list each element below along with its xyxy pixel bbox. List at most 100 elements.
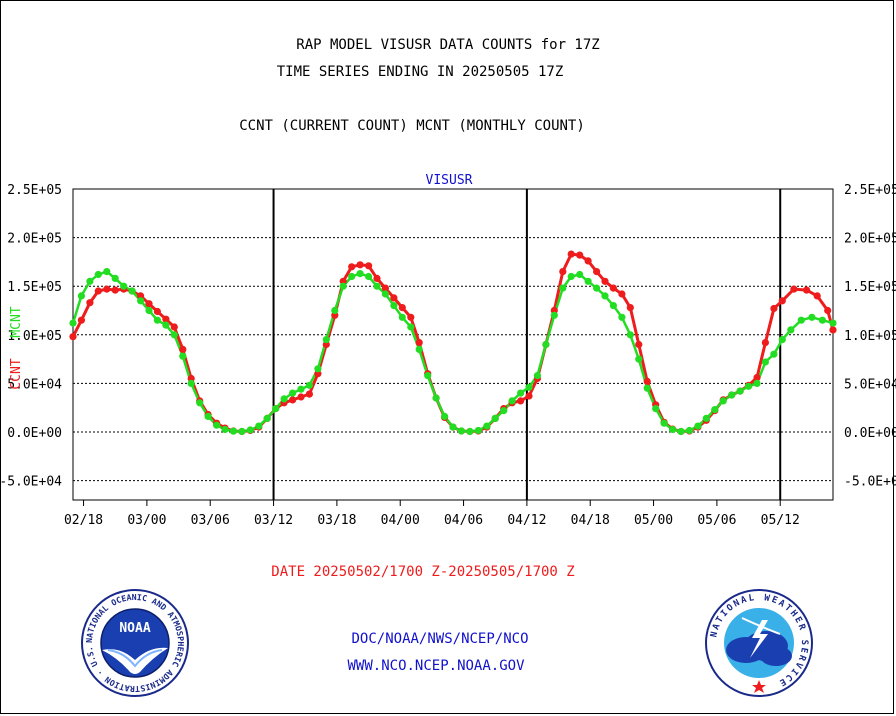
y-label-ccnt: CCNT: [9, 358, 24, 389]
point-mcnt-9: [145, 306, 153, 315]
point-ccnt-61: [584, 257, 592, 265]
point-ccnt-59: [567, 250, 575, 258]
point-mcnt-23: [263, 414, 271, 422]
point-ccnt-0: [69, 333, 77, 341]
point-mcnt-27: [297, 385, 305, 393]
point-mcnt-40: [407, 323, 415, 331]
point-mcnt-59: [567, 272, 575, 281]
point-mcnt-63: [601, 292, 609, 300]
point-ccnt-35: [365, 262, 373, 270]
y-label-mcnt: MCNT: [9, 306, 24, 337]
right-axis-label-5: 0.0E+00: [844, 426, 896, 441]
right-axis-label-0: 2.5E+05: [844, 183, 896, 198]
point-ccnt-58: [559, 268, 567, 276]
point-mcnt-5: [111, 274, 119, 282]
point-mcnt-78: [728, 391, 736, 399]
point-mcnt-30: [322, 336, 330, 344]
point-ccnt-85: [790, 285, 798, 293]
point-ccnt-64: [609, 284, 618, 292]
point-mcnt-55: [533, 372, 542, 380]
point-ccnt-27: [297, 393, 305, 401]
x-tick-label-11: 05/12: [761, 513, 800, 528]
point-mcnt-43: [432, 394, 440, 402]
point-mcnt-41: [415, 345, 423, 353]
point-ccnt-39: [398, 304, 406, 312]
right-axis-label-3: 1.0E+05: [844, 329, 896, 344]
point-mcnt-3: [94, 270, 102, 279]
x-tick-label-3: 03/12: [254, 513, 293, 528]
point-ccnt-89: [829, 326, 837, 334]
point-mcnt-34: [356, 270, 364, 278]
point-ccnt-28: [305, 390, 313, 398]
point-ccnt-84: [778, 297, 786, 305]
point-mcnt-21: [246, 426, 254, 434]
x-tick-label-2: 03/06: [191, 513, 230, 528]
right-axis-label-2: 1.5E+05: [844, 280, 896, 295]
point-mcnt-53: [517, 389, 525, 397]
point-mcnt-49: [483, 422, 491, 430]
point-ccnt-26: [289, 396, 297, 404]
point-mcnt-81: [753, 379, 761, 387]
noaa-logo-icon: NATIONAL OCEANIC AND ATMOSPHERIC ADMINIS…: [80, 588, 189, 697]
point-ccnt-83: [770, 304, 778, 313]
point-mcnt-11: [162, 321, 170, 329]
point-mcnt-51: [500, 407, 508, 415]
left-axis-label-5: 0.0E+00: [7, 426, 62, 441]
point-mcnt-73: [685, 426, 694, 435]
point-ccnt-10: [153, 307, 161, 316]
point-mcnt-22: [255, 422, 263, 430]
date-range: DATE 20250502/1700 Z-20250505/1700 Z: [271, 564, 575, 580]
point-mcnt-48: [474, 426, 482, 435]
left-axis-label-1: 2.0E+05: [7, 232, 62, 247]
point-mcnt-50: [491, 414, 499, 422]
point-ccnt-87: [813, 292, 821, 300]
point-mcnt-36: [373, 282, 381, 290]
point-mcnt-12: [170, 331, 178, 339]
point-mcnt-10: [153, 316, 161, 324]
point-mcnt-64: [609, 302, 618, 310]
left-axis-label-4: 5.0E+04: [7, 377, 62, 392]
right-axis-label-6: -5.0E+04: [844, 475, 896, 490]
point-mcnt-25: [280, 395, 288, 403]
left-axis-label-3: 1.0E+05: [7, 329, 62, 344]
point-mcnt-58: [559, 284, 567, 292]
website-link[interactable]: WWW.NCO.NCEP.NOAA.GOV: [347, 658, 525, 674]
point-mcnt-4: [103, 268, 111, 276]
point-ccnt-68: [643, 377, 651, 385]
x-tick-label-6: 04/06: [444, 513, 483, 528]
point-ccnt-4: [103, 285, 111, 293]
nws-logo-icon: NATIONAL WEATHER SERVICE: [705, 589, 813, 697]
point-mcnt-44: [441, 412, 449, 420]
point-mcnt-45: [449, 423, 457, 431]
point-ccnt-11: [162, 315, 170, 323]
chart-subtitle: CCNT (CURRENT COUNT) MCNT (MONTHLY COUNT…: [239, 118, 585, 134]
point-mcnt-46: [457, 427, 465, 435]
point-ccnt-66: [626, 304, 634, 312]
point-mcnt-67: [635, 355, 643, 363]
point-ccnt-81: [753, 373, 761, 382]
point-mcnt-29: [314, 365, 322, 373]
point-mcnt-80: [745, 382, 753, 390]
point-ccnt-60: [576, 251, 584, 259]
point-mcnt-7: [128, 287, 136, 295]
x-tick-label-0: 02/18: [64, 513, 103, 528]
point-ccnt-2: [86, 299, 94, 307]
point-mcnt-33: [348, 272, 356, 281]
point-ccnt-36: [373, 274, 381, 282]
point-ccnt-41: [415, 339, 423, 347]
point-mcnt-2: [86, 277, 94, 285]
point-mcnt-79: [736, 387, 744, 395]
point-ccnt-37: [381, 284, 389, 292]
point-mcnt-57: [550, 311, 558, 319]
point-ccnt-53: [517, 397, 525, 405]
point-mcnt-47: [466, 427, 474, 436]
point-mcnt-68: [643, 384, 651, 392]
point-mcnt-19: [229, 427, 237, 435]
point-mcnt-14: [187, 379, 195, 387]
point-mcnt-6: [120, 282, 128, 290]
x-tick-label-10: 05/06: [697, 513, 736, 528]
point-ccnt-54: [525, 392, 533, 400]
point-mcnt-0: [69, 319, 77, 327]
point-mcnt-84: [778, 336, 786, 344]
right-axis-label-4: 5.0E+04: [844, 377, 896, 392]
